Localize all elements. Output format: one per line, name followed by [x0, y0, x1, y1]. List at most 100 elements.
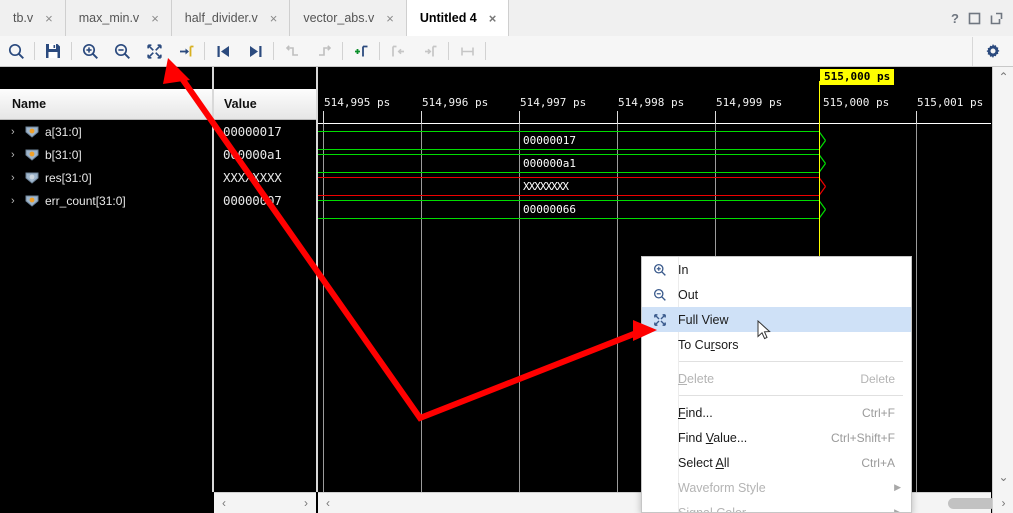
window-buttons: ?	[945, 0, 1013, 36]
tab-tb-v[interactable]: tb.v ×	[0, 0, 66, 36]
scroll-track[interactable]	[338, 493, 996, 513]
bus-value-label: 00000066	[523, 203, 576, 216]
next-transition-icon	[308, 37, 340, 66]
name-pane-hscrollbar[interactable]: ‹ ›	[214, 492, 316, 513]
bus-value-label: 000000a1	[523, 157, 576, 170]
expander-icon[interactable]: ›	[11, 125, 15, 138]
signal-name-pane: Name › a[31:0] › b[31:0]	[0, 67, 214, 492]
close-icon[interactable]: ×	[45, 10, 53, 26]
bus-signal-icon	[25, 149, 39, 161]
signal-name-label: res[31:0]	[45, 170, 92, 185]
toolbar	[0, 36, 1013, 67]
waveform-row-a[interactable]: 00000017	[318, 131, 991, 154]
tab-label: half_divider.v	[184, 11, 258, 25]
signal-name-list: › a[31:0] › b[31:0] ›	[0, 120, 212, 212]
close-icon[interactable]: ×	[386, 10, 394, 26]
submenu-arrow-icon: ▶	[894, 507, 901, 513]
signal-name-label: a[31:0]	[45, 124, 82, 139]
signal-row-err-count[interactable]: › err_count[31:0]	[0, 189, 212, 212]
zoom-out-icon[interactable]	[106, 37, 138, 66]
tick-mark	[617, 111, 618, 123]
scroll-track[interactable]	[993, 87, 1013, 467]
scroll-up-arrow[interactable]: ⌃	[998, 70, 1009, 84]
signal-row-res[interactable]: › res[31:0]	[0, 166, 212, 189]
toolbar-separator	[379, 42, 380, 60]
go-to-start-icon[interactable]	[207, 37, 239, 66]
toolbar-separator	[204, 42, 205, 60]
scroll-thumb[interactable]	[948, 497, 996, 509]
menu-item-find-value[interactable]: Find Value... Ctrl+Shift+F	[642, 425, 911, 450]
submenu-arrow-icon: ▶	[894, 482, 901, 492]
menu-item-label: Select All	[678, 455, 730, 470]
column-header-name[interactable]: Name	[0, 89, 212, 120]
time-tick-label: 514,997 ps	[520, 96, 587, 109]
waveform-context-menu: In Out Full View To Cursors	[641, 256, 912, 513]
menu-item-label: Find...	[678, 405, 713, 420]
waveform-row-err-count[interactable]: 00000066	[318, 200, 991, 223]
tab-vector-abs-v[interactable]: vector_abs.v ×	[290, 0, 407, 36]
toolbar-separator	[342, 42, 343, 60]
waveform-row-res[interactable]: XXXXXXXX	[318, 177, 991, 200]
float-window-icon[interactable]	[990, 12, 1003, 25]
signal-row-b[interactable]: › b[31:0]	[0, 143, 212, 166]
scroll-down-arrow[interactable]: ⌄	[998, 470, 1009, 484]
bus-signal-icon	[25, 172, 39, 184]
scroll-left-arrow[interactable]: ‹	[222, 496, 226, 510]
scroll-left-arrow[interactable]: ‹	[326, 496, 330, 510]
zoom-in-icon[interactable]	[74, 37, 106, 66]
save-icon[interactable]	[37, 37, 69, 66]
scroll-right-arrow[interactable]: ›	[304, 496, 308, 510]
go-to-end-icon[interactable]	[239, 37, 271, 66]
waveform-row-b[interactable]: 000000a1	[318, 154, 991, 177]
menu-item-full-view[interactable]: Full View	[642, 307, 911, 332]
signal-row-a[interactable]: › a[31:0]	[0, 120, 212, 143]
tab-max-min-v[interactable]: max_min.v ×	[66, 0, 172, 36]
menu-item-waveform-style: Waveform Style ▶	[642, 475, 911, 500]
bus-signal-icon	[25, 126, 39, 138]
signal-value-pane: Value 00000017 000000a1 XXXXXXXX 0000000…	[214, 67, 318, 492]
time-tick-label: 514,995 ps	[324, 96, 391, 109]
scroll-track[interactable]	[234, 493, 296, 513]
close-icon[interactable]: ×	[488, 10, 497, 26]
toolbar-separator	[485, 42, 486, 60]
help-icon[interactable]: ?	[951, 10, 959, 26]
menu-item-signal-color: Signal Color ▶	[642, 500, 911, 513]
close-icon[interactable]: ×	[151, 10, 159, 26]
scroll-right-corner-arrow[interactable]: ›	[1001, 496, 1006, 510]
mouse-cursor-icon	[757, 319, 773, 345]
tab-half-divider-v[interactable]: half_divider.v ×	[172, 0, 291, 36]
signal-name-label: b[31:0]	[45, 147, 82, 162]
settings-gear-icon[interactable]	[972, 36, 1013, 66]
zoom-in-icon	[642, 263, 678, 277]
time-tick-label: 515,000 ps	[823, 96, 890, 109]
menu-item-find[interactable]: Find... Ctrl+F	[642, 400, 911, 425]
tab-untitled-4[interactable]: Untitled 4 ×	[406, 0, 510, 36]
zoom-out-icon	[642, 288, 678, 302]
bus-signal-icon	[25, 195, 39, 207]
menu-item-zoom-in[interactable]: In	[642, 257, 911, 282]
search-icon[interactable]	[0, 37, 32, 66]
menu-item-zoom-out[interactable]: Out	[642, 282, 911, 307]
full-view-icon[interactable]	[138, 37, 170, 66]
menu-item-select-all[interactable]: Select All Ctrl+A	[642, 450, 911, 475]
close-icon[interactable]: ×	[269, 10, 278, 26]
tick-mark	[421, 111, 422, 123]
column-header-value[interactable]: Value	[214, 89, 316, 120]
menu-separator	[678, 361, 903, 362]
menu-item-label: Find Value...	[678, 430, 748, 445]
expander-icon[interactable]: ›	[11, 148, 15, 161]
expander-icon[interactable]: ›	[11, 171, 15, 184]
tick-mark	[323, 111, 324, 123]
waveform-vscrollbar[interactable]: ⌃ ⌄ ›	[992, 67, 1013, 513]
add-marker-icon[interactable]	[345, 37, 377, 66]
menu-separator	[678, 395, 903, 396]
menu-item-to-cursors[interactable]: To Cursors	[642, 332, 911, 357]
grid-line	[916, 123, 917, 492]
toolbar-separator	[34, 42, 35, 60]
time-tick-label: 514,998 ps	[618, 96, 685, 109]
maximize-icon[interactable]	[968, 12, 981, 25]
expander-icon[interactable]: ›	[11, 194, 15, 207]
tick-mark	[916, 111, 917, 123]
zoom-to-cursor-icon[interactable]	[170, 37, 202, 66]
